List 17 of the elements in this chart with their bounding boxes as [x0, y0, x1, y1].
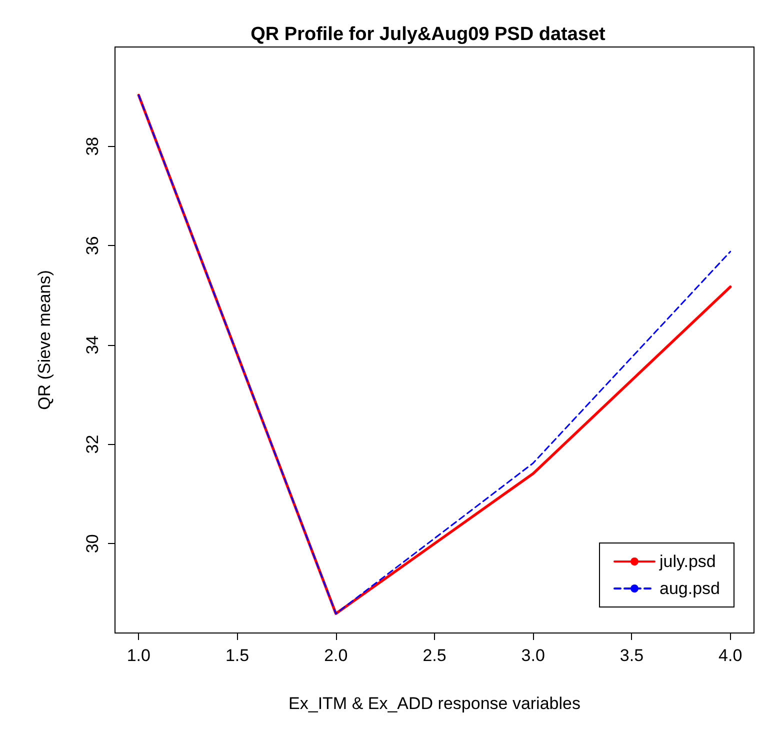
y-tick-label: 32 [83, 434, 102, 454]
y-tick-label: 34 [83, 336, 102, 354]
x-tick-label: 3.0 [521, 646, 545, 665]
y-tick-label: 36 [83, 236, 102, 256]
y-tick-label: 30 [83, 534, 102, 554]
x-tick-label: 2.5 [422, 646, 446, 665]
x-tick-label: 3.5 [620, 646, 644, 665]
legend-label: aug.psd [660, 579, 720, 598]
x-axis-title: Ex_ITM & Ex_ADD response variables [288, 694, 580, 713]
y-axis-title: QR (Sieve means) [35, 270, 54, 410]
x-tick-label: 1.0 [126, 646, 150, 665]
x-tick-label: 2.0 [324, 646, 348, 665]
y-tick-label: 38 [83, 136, 102, 156]
chart-title: QR Profile for July&Aug09 PSD dataset [250, 24, 606, 45]
x-tick-label: 4.0 [718, 646, 742, 665]
legend-label: july.psd [658, 552, 716, 571]
x-tick-label: 1.5 [225, 646, 250, 665]
